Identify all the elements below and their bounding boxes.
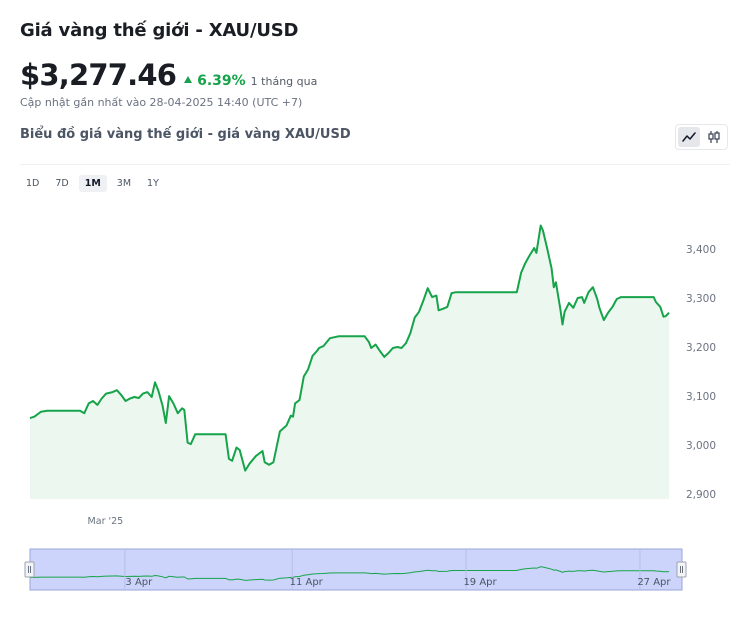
y-tick-label: 3,200 [686, 342, 716, 354]
price-change: 6.39% [197, 73, 246, 89]
range-navigator[interactable]: 3 Apr 11 Apr 19 Apr 27 Apr [24, 548, 687, 591]
navigator-right-handle[interactable] [676, 561, 687, 578]
chart-subtitle: Biểu đồ giá vàng thế giới - giá vàng XAU… [20, 127, 351, 142]
y-tick-label: 3,300 [686, 293, 716, 305]
range-1y-button[interactable]: 1Y [147, 178, 159, 189]
price-line [29, 224, 670, 472]
navigator-labels: 3 Apr 11 Apr 19 Apr 27 Apr [124, 549, 671, 590]
range-7d-button[interactable]: 7D [55, 178, 69, 189]
y-tick-label: 2,900 [686, 489, 716, 501]
y-tick-label: 3,100 [686, 391, 716, 403]
price-row: $3,277.46 6.39% 1 tháng qua [20, 58, 317, 92]
range-1d-button[interactable]: 1D [26, 178, 40, 189]
navigator-date-label: 11 Apr [290, 577, 324, 588]
x-axis: Mar '25 [88, 516, 124, 527]
chart-type-toggle [675, 124, 728, 150]
last-updated: Cập nhật gần nhất vào 28-04-2025 14:40 (… [20, 96, 303, 109]
navigator-line [29, 566, 670, 581]
change-period: 1 tháng qua [250, 75, 318, 88]
range-1m-button[interactable]: 1M [78, 175, 107, 192]
candlestick-button[interactable] [703, 127, 725, 147]
y-tick-label: 3,400 [686, 244, 716, 256]
line-chart-icon [682, 132, 696, 142]
line-chart-button[interactable] [678, 127, 700, 147]
navigator-date-label: 19 Apr [463, 577, 497, 588]
up-arrow-icon [184, 76, 193, 83]
range-3m-button[interactable]: 3M [116, 178, 132, 189]
range-selector: 1D 7D 1M 3M 1Y [20, 175, 165, 192]
price-area [30, 225, 669, 499]
navigator-left-handle[interactable] [24, 561, 35, 578]
x-tick-label: Mar '25 [88, 516, 124, 527]
navigator-date-label: 27 Apr [637, 577, 671, 588]
y-axis: 2,900 3,000 3,100 3,200 3,300 3,400 [686, 244, 716, 501]
y-tick-label: 3,000 [686, 440, 716, 452]
current-price: $3,277.46 [20, 58, 177, 92]
header-divider [20, 164, 730, 165]
candlestick-icon [708, 131, 720, 143]
page-title: Giá vàng thế giới - XAU/USD [20, 20, 299, 41]
navigator-date-label: 3 Apr [125, 577, 153, 588]
